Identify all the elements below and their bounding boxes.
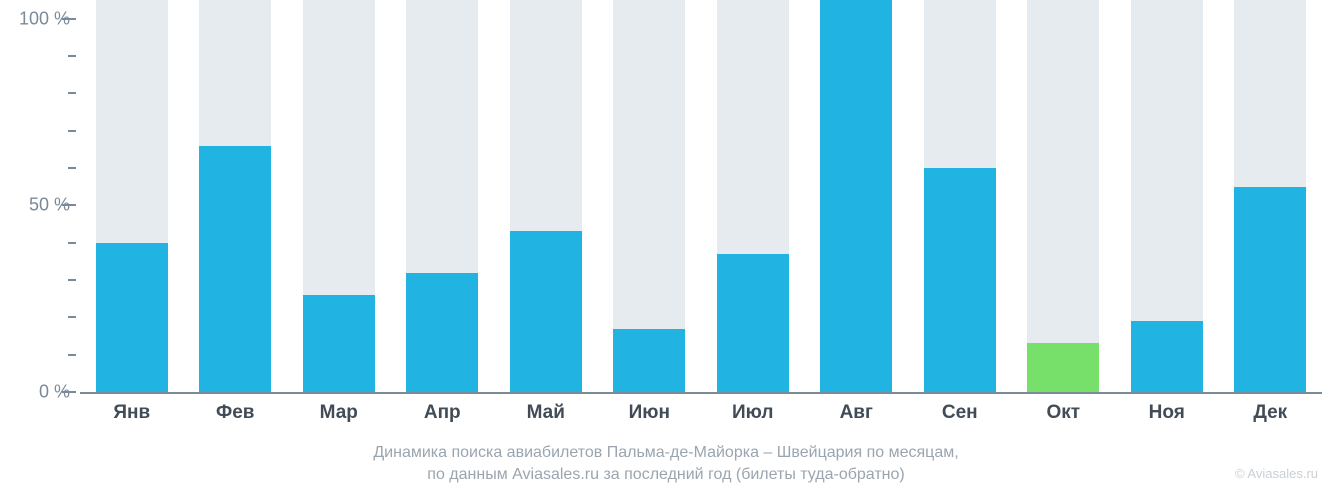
bar-Фев [199, 0, 271, 392]
y-tick-minor [68, 55, 76, 57]
bar-value [924, 168, 996, 392]
y-tick-minor [68, 279, 76, 281]
bar-value [1131, 321, 1203, 392]
y-tick-minor [68, 316, 76, 318]
x-label: Сен [942, 402, 978, 424]
chart-caption-line1: Динамика поиска авиабилетов Пальма-де-Ма… [0, 444, 1332, 462]
y-tick-minor [68, 167, 76, 169]
y-tick-label: 50 % [10, 195, 70, 216]
bar-Авг [820, 0, 892, 392]
y-tick-minor [68, 354, 76, 356]
bar-value [1027, 343, 1099, 392]
bar-value [199, 146, 271, 392]
y-tick-label: 100 % [10, 8, 70, 29]
chart-caption-line2: по данным Aviasales.ru за последний год … [0, 466, 1332, 484]
x-label: Май [527, 402, 565, 424]
bar-Окт [1027, 0, 1099, 392]
y-tick-label: 0 % [10, 382, 70, 403]
bar-Апр [406, 0, 478, 392]
x-label: Авг [840, 402, 873, 424]
x-label: Ноя [1149, 402, 1185, 424]
monthly-search-chart: 0 % 50 % 100 % Янв Фев Мар Апр Май Июн Июл Авг Сен… [0, 0, 1332, 502]
x-label: Июл [732, 402, 773, 424]
bar-Ноя [1131, 0, 1203, 392]
bar-value [717, 254, 789, 392]
bar-value [303, 295, 375, 392]
bar-Мар [303, 0, 375, 392]
y-tick-minor [68, 242, 76, 244]
x-label: Апр [424, 402, 461, 424]
bar-Май [510, 0, 582, 392]
bar-Июл [717, 0, 789, 392]
x-label: Окт [1046, 402, 1080, 424]
bar-Дек [1234, 0, 1306, 392]
bar-value [1234, 187, 1306, 392]
bar-Сен [924, 0, 996, 392]
x-axis-baseline [80, 392, 1322, 394]
bar-value [820, 0, 892, 392]
x-label: Июн [629, 402, 670, 424]
x-label: Мар [320, 402, 358, 424]
watermark: © Aviasales.ru [1235, 466, 1318, 481]
bar-value [613, 329, 685, 392]
x-label: Янв [113, 402, 150, 424]
bar-Янв [96, 0, 168, 392]
bar-Июн [613, 0, 685, 392]
x-label: Дек [1253, 402, 1287, 424]
y-tick-minor [68, 130, 76, 132]
bar-value [96, 243, 168, 392]
bar-bg [1027, 0, 1099, 392]
plot-area [80, 0, 1322, 392]
x-label: Фев [216, 402, 254, 424]
y-tick-minor [68, 92, 76, 94]
bar-value [510, 231, 582, 392]
bar-value [406, 273, 478, 392]
